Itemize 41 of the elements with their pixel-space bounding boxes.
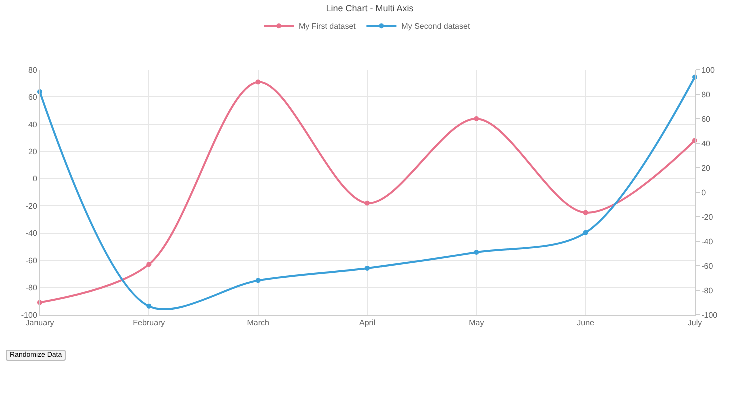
x-tick-label: April <box>359 318 376 328</box>
x-tick-label: February <box>133 318 166 328</box>
y-tick-label: -80 <box>26 284 38 293</box>
point <box>146 262 152 268</box>
point <box>146 304 152 309</box>
legend-label: My First dataset <box>299 22 357 32</box>
legend-label: My Second dataset <box>402 22 471 32</box>
y2-tick-label: -100 <box>702 310 718 320</box>
x-tick-label: July <box>688 318 702 328</box>
y2-tick-label: 60 <box>702 114 712 124</box>
y2-tick-label: 100 <box>702 66 716 75</box>
y2-tick-label: -60 <box>702 262 714 271</box>
y2-tick-label: 80 <box>702 90 712 100</box>
y-tick-label: -100 <box>21 310 38 320</box>
point <box>474 116 480 122</box>
x-tick-label: June <box>577 318 596 328</box>
point <box>474 250 480 256</box>
x-tick-label: May <box>469 318 484 328</box>
y-tick-label: -60 <box>26 256 38 266</box>
y-tick-label: 20 <box>28 147 38 156</box>
y2-tick-label: 0 <box>702 188 707 198</box>
y2-tick-label: 20 <box>702 164 712 173</box>
y2-tick-label: 40 <box>702 139 712 148</box>
x-tick-label: March <box>247 318 270 328</box>
y-tick-label: 80 <box>28 66 38 75</box>
point <box>583 210 588 216</box>
y2-tick-label: -20 <box>702 212 714 222</box>
y-tick-label: -40 <box>26 229 38 238</box>
y2-tick-label: -80 <box>702 286 714 296</box>
point <box>256 278 261 284</box>
y2-tick-label: -40 <box>702 237 714 246</box>
point <box>583 230 588 236</box>
x-tick-label: January <box>26 318 54 328</box>
point <box>365 266 370 271</box>
point <box>365 200 370 206</box>
y-tick-label: 40 <box>28 120 38 130</box>
chart-title: Line Chart - Multi Axis <box>326 3 414 14</box>
y-tick-label: -20 <box>26 202 38 211</box>
point <box>256 80 261 85</box>
y-tick-label: 60 <box>28 93 38 102</box>
y-tick-label: 0 <box>32 174 38 184</box>
